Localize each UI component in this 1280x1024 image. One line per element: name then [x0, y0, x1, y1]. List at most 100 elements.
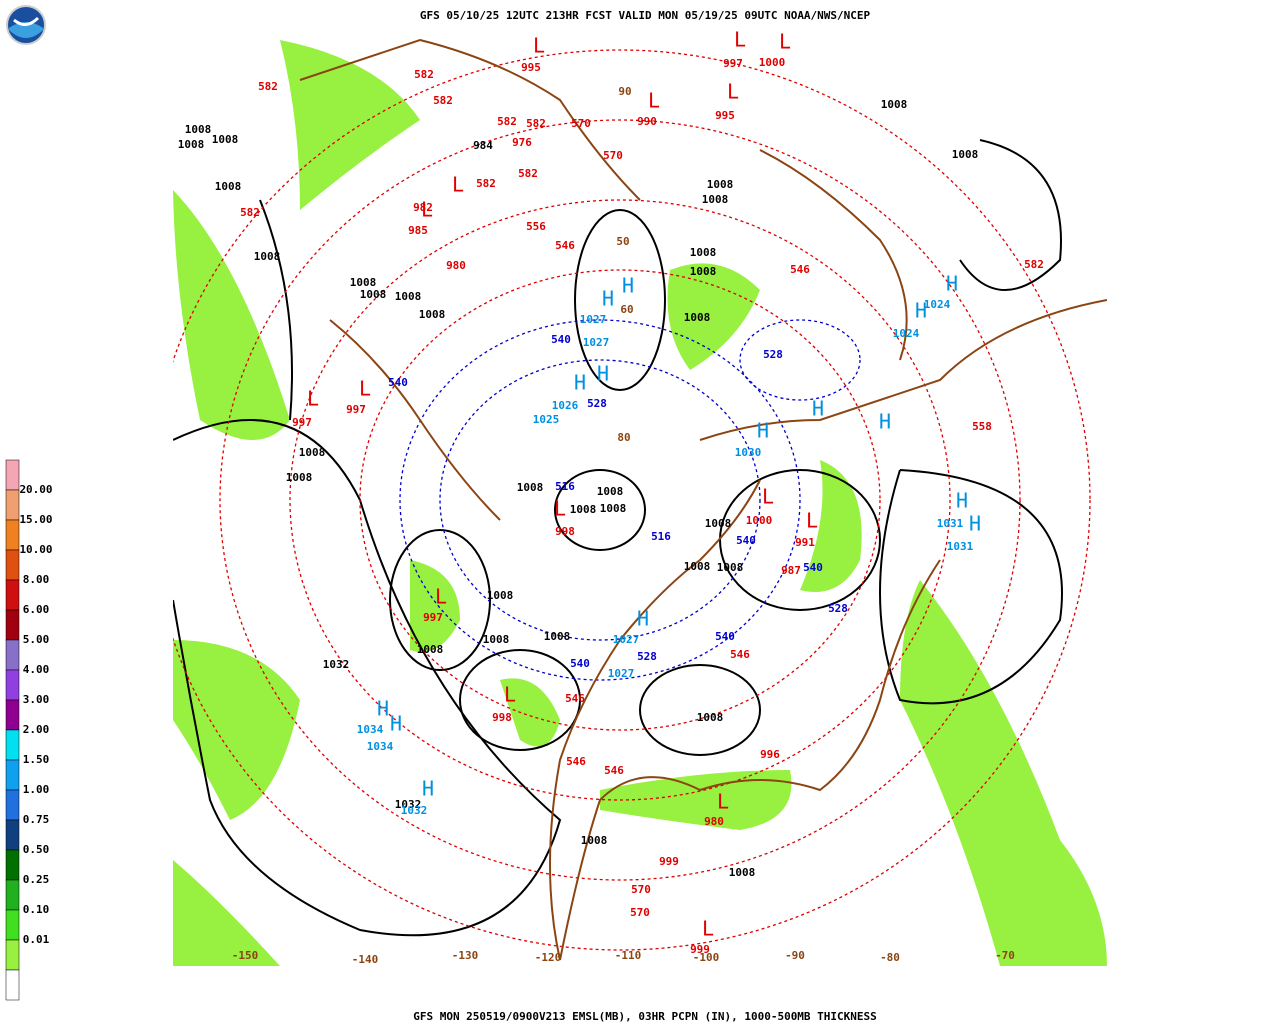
- red-label: 582: [476, 177, 496, 190]
- longitude-label: -80: [880, 951, 900, 964]
- red-label: 546: [565, 692, 585, 705]
- high-pressure-value: 1034: [357, 723, 384, 736]
- thickness-label: 540: [570, 657, 590, 670]
- red-label: 570: [630, 906, 650, 919]
- low-marker: L: [359, 377, 371, 401]
- isobar-label: 1008: [360, 288, 387, 301]
- red-label: 582: [518, 167, 538, 180]
- isobar-label: 1008: [350, 276, 377, 289]
- thickness-label: 528: [828, 602, 848, 615]
- legend-swatch: [5, 549, 20, 581]
- isobar-label: 1008: [185, 123, 212, 136]
- legend-swatch: [5, 969, 20, 1001]
- legend-label: 1.00: [23, 783, 50, 796]
- high-marker: H: [622, 274, 634, 298]
- low-marker: L: [533, 34, 545, 58]
- noaa-logo: [6, 5, 46, 45]
- red-label: 987: [781, 564, 801, 577]
- legend-label: 20.00: [19, 483, 52, 496]
- isobar-label: 1008: [570, 503, 597, 516]
- isobar-label: 1008: [705, 517, 732, 530]
- legend-label: 3.00: [23, 693, 50, 706]
- isobar-label: 1008: [517, 481, 544, 494]
- red-label: 998: [492, 711, 512, 724]
- isobar-label: 1008: [952, 148, 979, 161]
- isobar-label: 984: [473, 139, 493, 152]
- high-marker: H: [574, 371, 586, 395]
- isobar-label: 1008: [697, 711, 724, 724]
- high-pressure-value: 1027: [608, 667, 635, 680]
- thickness-label: 528: [587, 397, 607, 410]
- legend-swatch: [5, 459, 20, 491]
- longitude-label: -90: [785, 949, 805, 962]
- red-label: 985: [408, 224, 428, 237]
- high-marker: H: [956, 489, 968, 513]
- isobar-label: 1008: [483, 633, 510, 646]
- high-pressure-value: 1030: [735, 446, 762, 459]
- isobar-label: 1008: [690, 265, 717, 278]
- isobar-label: 1008: [881, 98, 908, 111]
- longitude-label: -120: [535, 951, 562, 964]
- isobar-label: 1032: [323, 658, 350, 671]
- isobar-label: 1008: [395, 290, 422, 303]
- high-pressure-value: 1024: [893, 327, 920, 340]
- legend-swatch: [5, 609, 20, 641]
- red-label: 997: [346, 403, 366, 416]
- thickness-red: [173, 49, 1091, 951]
- high-pressure-value: 1032: [401, 804, 428, 817]
- legend-label: 1.50: [23, 753, 50, 766]
- legend-swatch: [5, 489, 20, 521]
- legend-swatch: [5, 729, 20, 761]
- legend-swatch: [5, 939, 20, 971]
- latitude-label: 50: [616, 235, 629, 248]
- isobar-label: 1032: [395, 798, 422, 811]
- legend-label: 15.00: [19, 513, 52, 526]
- low-marker: L: [307, 387, 319, 411]
- red-label: 546: [566, 755, 586, 768]
- isobar-label: 1008: [717, 561, 744, 574]
- legend-label: 0.01: [23, 933, 50, 946]
- map-panel: [173, 33, 1107, 966]
- thickness-label: 540: [715, 630, 735, 643]
- low-marker: L: [504, 683, 516, 707]
- high-pressure-value: 1027: [580, 313, 607, 326]
- red-label: 582: [526, 117, 546, 130]
- legend-swatch: [5, 639, 20, 671]
- legend-label: 4.00: [23, 663, 50, 676]
- high-pressure-value: 1025: [533, 413, 560, 426]
- latitude-label: 60: [620, 303, 633, 316]
- legend-swatch: [5, 879, 20, 911]
- legend-swatch: [5, 579, 20, 611]
- coastlines: [299, 38, 1107, 961]
- legend-swatch: [5, 789, 20, 821]
- isobar-label: 1008: [254, 250, 281, 263]
- red-label: 980: [446, 259, 466, 272]
- low-marker: L: [648, 89, 660, 113]
- latitude-label: 80: [617, 431, 630, 444]
- high-marker: H: [969, 512, 981, 536]
- red-label: 582: [240, 206, 260, 219]
- red-label: 546: [790, 263, 810, 276]
- thickness-label: 540: [551, 333, 571, 346]
- red-label: 999: [690, 943, 710, 956]
- red-label: 582: [497, 115, 517, 128]
- red-label: 582: [433, 94, 453, 107]
- isobars: [173, 139, 1063, 937]
- red-label: 570: [631, 883, 651, 896]
- legend-swatch: [5, 519, 20, 551]
- isobar-label: 1008: [684, 311, 711, 324]
- high-pressure-value: 1027: [583, 336, 610, 349]
- footer: GFS MON 250519/0900V213 EMSL(MB), 03HR P…: [413, 1010, 877, 1023]
- red-label: 996: [760, 748, 780, 761]
- high-marker: H: [422, 777, 434, 801]
- high-marker: H: [915, 299, 927, 323]
- longitude-label: -130: [452, 949, 479, 962]
- red-label: 990: [637, 115, 657, 128]
- red-label: 582: [258, 80, 278, 93]
- low-marker: L: [717, 790, 729, 814]
- legend-swatch: [5, 699, 20, 731]
- red-label: 546: [604, 764, 624, 777]
- thickness-label: 516: [555, 480, 575, 493]
- low-marker: L: [421, 198, 433, 222]
